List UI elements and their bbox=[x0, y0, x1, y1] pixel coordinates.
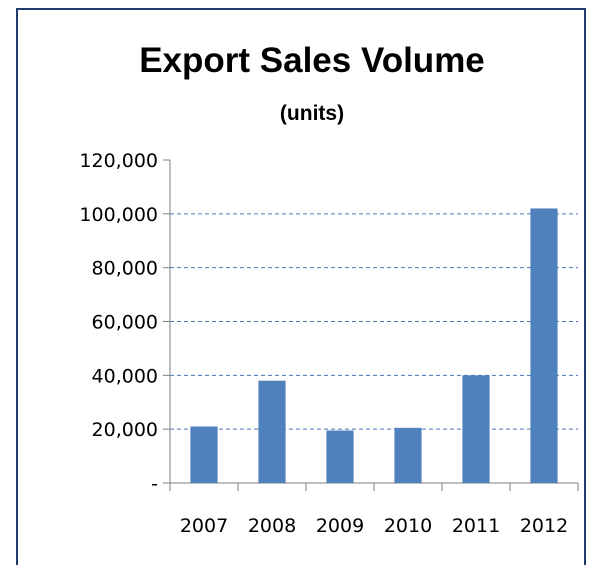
bar-2012 bbox=[530, 208, 558, 483]
chart-frame bbox=[16, 8, 586, 565]
bar-2007 bbox=[190, 426, 218, 483]
x-tick-label: 2010 bbox=[384, 515, 432, 537]
y-tick-label: 20,000 bbox=[92, 419, 158, 441]
chart-subtitle: (units) bbox=[280, 102, 344, 125]
y-tick-label: 80,000 bbox=[92, 258, 158, 280]
x-tick-labels: 2007 2008 2009 2010 2011 2012 bbox=[180, 515, 568, 537]
chart-title: Export Sales Volume bbox=[139, 41, 485, 80]
bar-2010 bbox=[394, 427, 422, 483]
y-tick-label: 120,000 bbox=[79, 150, 158, 172]
bar-2011 bbox=[462, 375, 490, 483]
x-tick-label: 2012 bbox=[520, 515, 568, 537]
y-tick-label: 100,000 bbox=[79, 204, 158, 226]
gridlines bbox=[170, 213, 578, 430]
x-tick-label: 2007 bbox=[180, 515, 228, 537]
y-tick-label: 40,000 bbox=[92, 365, 158, 387]
bars bbox=[190, 208, 558, 483]
bar-2009 bbox=[326, 430, 354, 483]
y-tick-label: - bbox=[151, 473, 158, 495]
axes bbox=[163, 159, 579, 491]
x-tick-label: 2009 bbox=[316, 515, 364, 537]
x-tick-label: 2008 bbox=[248, 515, 296, 537]
x-tick-label: 2011 bbox=[452, 515, 500, 537]
y-tick-label: 60,000 bbox=[92, 312, 158, 334]
bar-2008 bbox=[258, 380, 286, 483]
y-tick-labels: - 20,000 40,000 60,000 80,000 100,000 120,000 bbox=[79, 150, 158, 495]
